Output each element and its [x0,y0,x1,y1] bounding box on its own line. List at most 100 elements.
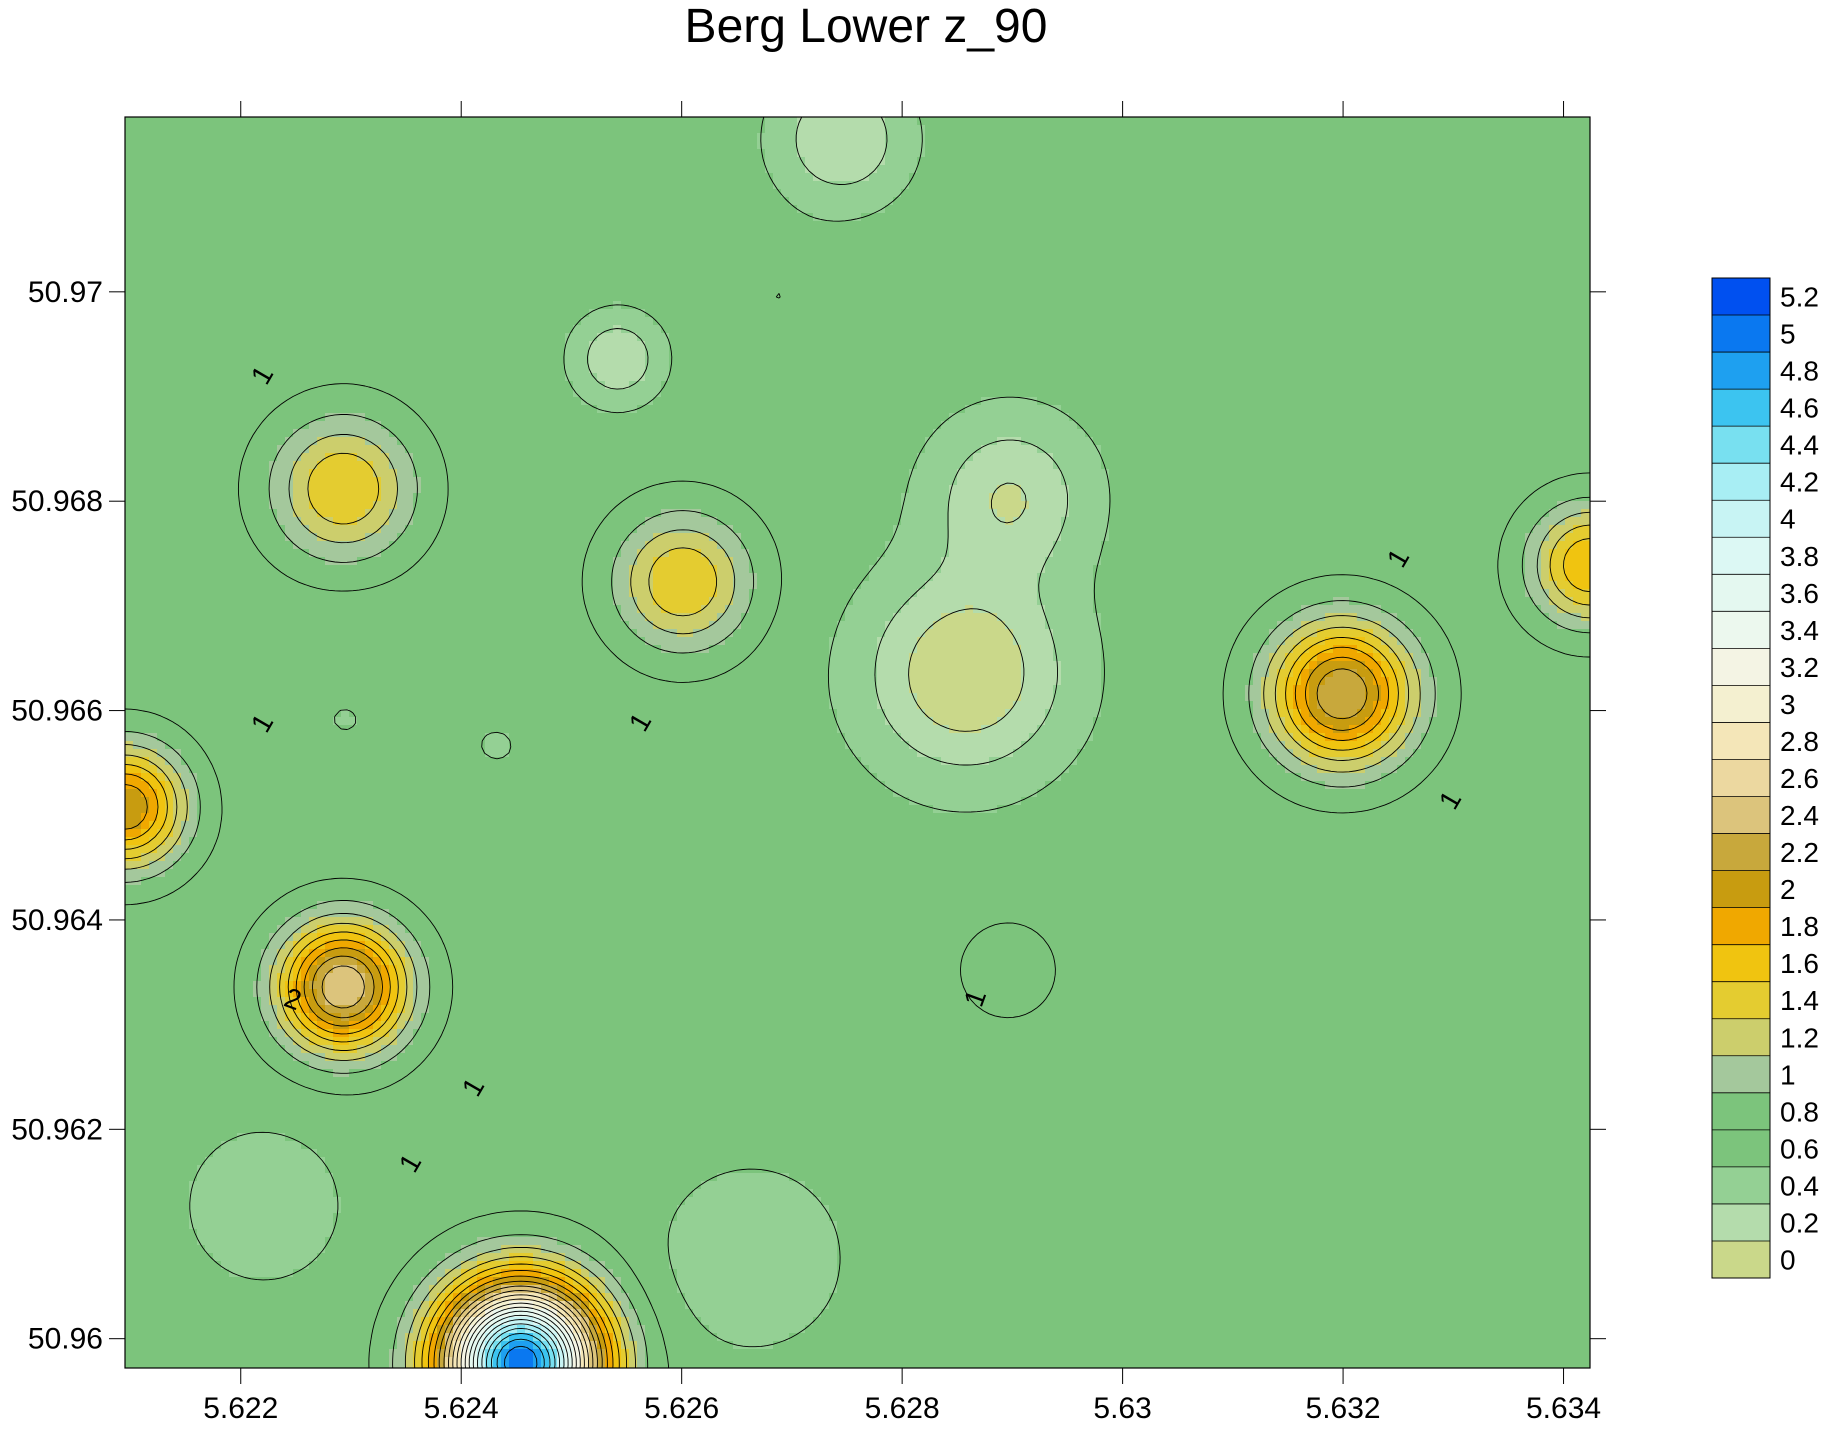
contour-cell [181,245,190,254]
contour-cell [1269,117,1278,126]
contour-cell [389,269,398,278]
contour-cell [621,261,630,270]
contour-cell [413,221,422,230]
contour-cell [989,325,998,334]
contour-cell [1573,149,1582,158]
contour-cell [1485,237,1494,246]
contour-cell [813,165,822,174]
contour-cell [581,301,590,310]
contour-cell [1237,301,1246,310]
contour-cell [877,261,886,270]
contour-cell [181,293,190,302]
contour-cell [373,117,382,126]
contour-cell [1261,317,1270,326]
contour-cell [525,197,534,206]
contour-cell [677,205,686,214]
contour-cell [1309,205,1318,214]
contour-cell [853,317,862,326]
contour-cell [725,213,734,222]
contour-cell [1213,293,1222,302]
contour-cell [1405,149,1414,158]
contour-cell [653,301,662,310]
contour-cell [717,157,726,166]
contour-cell [381,197,390,206]
contour-cell [573,117,582,126]
contour-cell [1365,173,1374,182]
contour-cell [1405,229,1414,238]
contour-cell [1245,309,1254,318]
contour-cell [1501,141,1510,150]
contour-cell [1133,253,1142,262]
contour-cell [1469,229,1478,238]
contour-cell [1157,165,1166,174]
contour-cell [909,253,918,262]
contour-cell [1517,125,1526,134]
contour-cell [1325,261,1334,270]
contour-cell [1029,285,1038,294]
contour-cell [237,245,246,254]
contour-cell [909,197,918,206]
contour-cell [1277,189,1286,198]
contour-cell [1509,261,1518,270]
contour-cell [1389,309,1398,318]
contour-cell [1069,149,1078,158]
contour-cell [1253,301,1262,310]
contour-cell [981,125,990,134]
contour-cell [613,301,622,310]
contour-cell [1253,125,1262,134]
contour-cell [493,173,502,182]
contour-cell [1429,325,1438,334]
contour-cell [1133,229,1142,238]
contour-cell [621,269,630,278]
contour-cell [981,325,990,334]
contour-cell [1389,317,1398,326]
contour-cell [981,237,990,246]
contour-cell [1557,301,1566,310]
contour-cell [1389,205,1398,214]
contour-cell [1021,317,1030,326]
contour-cell [333,277,342,286]
contour-cell [221,285,230,294]
contour-cell [629,173,638,182]
contour-cell [1437,117,1446,126]
contour-cell [1309,213,1318,222]
contour-cell [693,117,702,126]
contour-cell [173,197,182,206]
contour-cell [533,317,542,326]
contour-cell [885,181,894,190]
contour-cell [429,269,438,278]
contour-cell [1301,173,1310,182]
contour-cell [941,197,950,206]
contour-cell [1077,301,1086,310]
contour-cell [861,229,870,238]
contour-cell [1341,261,1350,270]
contour-cell [597,237,606,246]
contour-cell [1269,181,1278,190]
contour-cell [781,261,790,270]
contour-cell [469,229,478,238]
contour-cell [1005,229,1014,238]
contour-cell [1253,229,1262,238]
contour-cell [965,285,974,294]
contour-cell [757,325,766,334]
contour-cell [1245,245,1254,254]
contour-cell [973,277,982,286]
contour-cell [229,133,238,142]
contour-cell [781,269,790,278]
contour-cell [725,237,734,246]
contour-cell [1277,173,1286,182]
contour-cell [685,293,694,302]
contour-cell [917,325,926,334]
contour-cell [341,237,350,246]
contour-cell [141,181,150,190]
contour-cell [253,189,262,198]
contour-cell [997,285,1006,294]
contour-cell [493,285,502,294]
contour-cell [949,253,958,262]
contour-cell [469,213,478,222]
contour-cell [541,229,550,238]
contour-cell [317,181,326,190]
contour-cell [829,277,838,286]
contour-cell [413,269,422,278]
